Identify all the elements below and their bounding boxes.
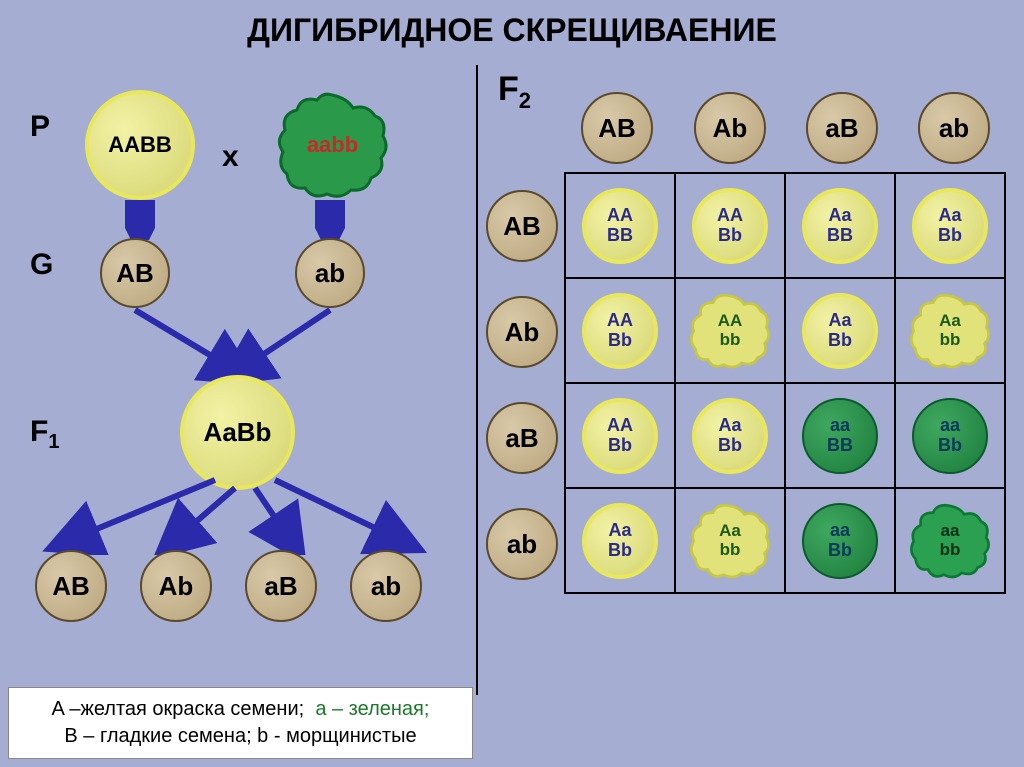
offspring-green-smooth: aaBb [802,503,878,579]
legend-b: B – гладкие семена; b - морщинистые [64,725,416,747]
punnett-cell: AABb [565,278,675,383]
punnett-cell: aaBB [785,383,895,488]
col-header-2: aB [806,92,878,164]
punnett-cell: Aa bb [895,278,1005,383]
offspring-green-smooth: aaBB [802,398,878,474]
punnett-col-headers: AB Ab aB ab [566,92,1006,162]
offspring-green-wrinkled: aabb [905,502,995,580]
punnett-cell: AaBb [785,278,895,383]
offspring-yellow-smooth: AaBb [692,398,768,474]
offspring-green-smooth: aaBb [912,398,988,474]
label-f1-sub: 1 [48,431,59,453]
offspring-yellow-smooth: AABb [582,293,658,369]
offspring-yellow-smooth: AABb [582,398,658,474]
cross-symbol: х [222,140,239,174]
f1-gamete-2: aB [245,550,317,622]
parent-aabb-yellow: AABB [85,90,195,200]
parent2-text: aabb [307,132,358,158]
label-p: P [30,110,50,144]
col-header-0: AB [581,92,653,164]
punnett-cell: aaBb [895,383,1005,488]
punnett-cell: AaBb [895,173,1005,278]
col-header-1: Ab [694,92,766,164]
gamete-ab-lower: ab [295,238,365,308]
offspring-yellow-smooth: AABB [582,188,658,264]
punnett-cell: AaBb [675,383,785,488]
f1-gamete-3: ab [350,550,422,622]
f1-aabb: AaBb [180,375,295,490]
label-g: G [30,248,53,282]
punnett-cell: AaBB [785,173,895,278]
row-header-0: AB [486,190,558,262]
arrow-icon [225,305,345,385]
arrow-icon [315,200,345,240]
col-header-3: ab [918,92,990,164]
offspring-yellow-wrinkled: AAbb [685,292,775,370]
punnett-cell: aabb [895,488,1005,593]
offspring-yellow-wrinkled: Aabb [685,502,775,580]
cross-diagram: P G F1 х AABB aabb AB ab AaBb AB Ab aB [0,60,475,700]
punnett-cell: AaBb [565,488,675,593]
punnett-cell: Aabb [675,488,785,593]
label-f2: F2 [498,70,531,114]
arrow-icon [125,200,155,240]
f1-gamete-1: Ab [140,550,212,622]
offspring-yellow-smooth: AaBb [802,293,878,369]
punnett-cell: aaBb [785,488,895,593]
arrow-icon [120,305,260,385]
offspring-yellow-smooth: AaBb [912,188,988,264]
parent-aabb-green: aabb [275,90,390,200]
legend-box: A –желтая окраска семени; a – зеленая; B… [8,687,473,759]
label-f1-text: F [30,415,48,448]
punnett-cell: AABB [565,173,675,278]
offspring-yellow-smooth: AaBb [582,503,658,579]
page-title: ДИГИБРИДНОЕ СКРЕЩИВАЕНИЕ [0,0,1024,49]
punnett-cell: AAbb [675,278,785,383]
gamete-ab-upper: AB [100,238,170,308]
row-header-1: Ab [486,296,558,368]
row-header-2: aB [486,402,558,474]
legend-a-yellow: A –желтая окраска семени; [52,698,305,720]
f1-gamete-0: AB [35,550,107,622]
label-f2-text: F [498,70,519,108]
row-header-3: ab [486,508,558,580]
legend-a-green: a – зеленая; [315,698,429,720]
offspring-yellow-wrinkled: Aa bb [905,292,995,370]
offspring-yellow-smooth: AABb [692,188,768,264]
punnett-panel: F2 AB Ab aB ab AB Ab aB ab AABBAABbAaBBA… [478,60,1024,700]
offspring-yellow-smooth: AaBB [802,188,878,264]
punnett-square: AABB AABb AaBB AaBb AABb AAbb AaBb Aa bb AABb AaB… [564,172,1006,594]
punnett-cell: AABb [675,173,785,278]
punnett-cell: AABb [565,383,675,488]
label-f1: F1 [30,415,59,454]
label-f2-sub: 2 [519,88,531,113]
punnett-row-headers: AB Ab aB ab [486,178,556,598]
